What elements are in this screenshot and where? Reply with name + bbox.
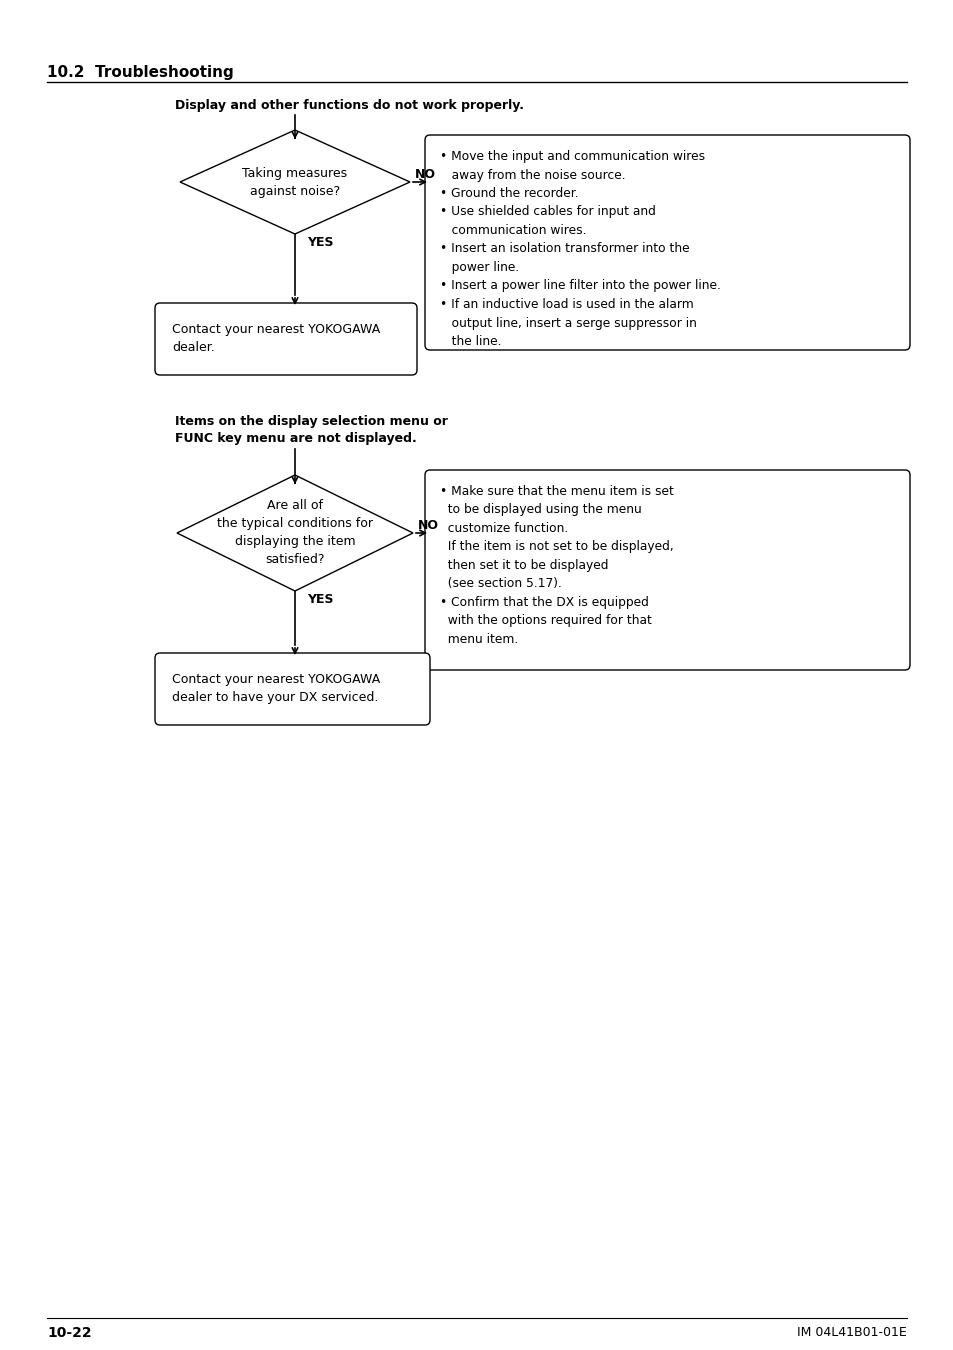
Text: Contact your nearest YOKOGAWA
dealer.: Contact your nearest YOKOGAWA dealer. xyxy=(172,324,380,355)
Text: Are all of
the typical conditions for
displaying the item
satisfied?: Are all of the typical conditions for di… xyxy=(216,500,373,567)
FancyBboxPatch shape xyxy=(154,653,430,725)
Text: 10.2  Troubleshooting: 10.2 Troubleshooting xyxy=(47,66,233,81)
Text: NO: NO xyxy=(417,520,438,532)
Polygon shape xyxy=(177,475,413,591)
Text: YES: YES xyxy=(307,236,334,250)
FancyBboxPatch shape xyxy=(424,470,909,670)
FancyBboxPatch shape xyxy=(154,302,416,375)
FancyBboxPatch shape xyxy=(424,135,909,350)
Text: • Move the input and communication wires
   away from the noise source.
• Ground: • Move the input and communication wires… xyxy=(439,150,720,348)
Polygon shape xyxy=(180,130,410,234)
Text: Contact your nearest YOKOGAWA
dealer to have your DX serviced.: Contact your nearest YOKOGAWA dealer to … xyxy=(172,674,380,705)
Text: NO: NO xyxy=(415,169,436,181)
Text: Taking measures
against noise?: Taking measures against noise? xyxy=(242,166,347,197)
Text: • Make sure that the menu item is set
  to be displayed using the menu
  customi: • Make sure that the menu item is set to… xyxy=(439,485,673,647)
Text: Display and other functions do not work properly.: Display and other functions do not work … xyxy=(174,99,523,112)
Text: IM 04L41B01-01E: IM 04L41B01-01E xyxy=(797,1327,906,1339)
Text: Items on the display selection menu or
FUNC key menu are not displayed.: Items on the display selection menu or F… xyxy=(174,414,447,446)
Text: 10-22: 10-22 xyxy=(47,1326,91,1341)
Text: YES: YES xyxy=(307,594,334,606)
